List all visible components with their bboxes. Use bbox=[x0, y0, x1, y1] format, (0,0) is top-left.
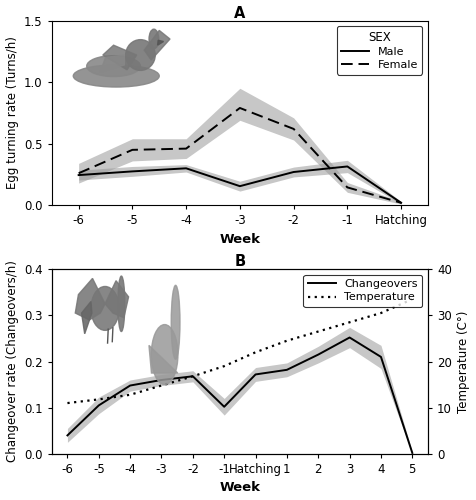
Male bbox=[398, 200, 404, 206]
Ellipse shape bbox=[151, 324, 178, 384]
Changeovers bbox=[316, 352, 321, 358]
Line: Temperature: Temperature bbox=[68, 299, 412, 403]
Temperature bbox=[127, 392, 133, 398]
Polygon shape bbox=[149, 346, 178, 373]
Temperature bbox=[316, 328, 321, 334]
Female bbox=[345, 184, 350, 190]
Legend: Male, Female: Male, Female bbox=[337, 26, 422, 74]
Ellipse shape bbox=[91, 286, 119, 331]
Ellipse shape bbox=[118, 276, 125, 332]
Changeovers bbox=[284, 367, 290, 373]
X-axis label: Week: Week bbox=[219, 482, 260, 494]
Temperature bbox=[96, 396, 102, 402]
Changeovers bbox=[378, 354, 384, 360]
Male bbox=[183, 166, 189, 172]
Polygon shape bbox=[103, 45, 137, 70]
Female bbox=[237, 105, 243, 111]
Female bbox=[129, 147, 135, 153]
Y-axis label: Egg turning rate (Turns/h): Egg turning rate (Turns/h) bbox=[6, 36, 19, 190]
Changeovers bbox=[65, 432, 70, 438]
X-axis label: Week: Week bbox=[219, 233, 260, 246]
Male bbox=[345, 164, 350, 170]
Ellipse shape bbox=[171, 286, 180, 359]
Temperature bbox=[378, 310, 384, 316]
Temperature bbox=[409, 296, 415, 302]
Male bbox=[76, 172, 81, 178]
Legend: Changeovers, Temperature: Changeovers, Temperature bbox=[303, 274, 422, 307]
Y-axis label: Temperature (C°): Temperature (C°) bbox=[457, 310, 470, 412]
Ellipse shape bbox=[126, 40, 155, 70]
Female bbox=[76, 170, 81, 176]
Female bbox=[183, 146, 189, 152]
Ellipse shape bbox=[73, 65, 159, 87]
Line: Changeovers: Changeovers bbox=[68, 338, 412, 453]
Changeovers bbox=[409, 450, 415, 456]
Temperature bbox=[253, 350, 258, 356]
Ellipse shape bbox=[149, 29, 159, 49]
Polygon shape bbox=[105, 280, 129, 318]
Temperature bbox=[190, 374, 196, 380]
Ellipse shape bbox=[87, 56, 140, 76]
Female bbox=[398, 200, 404, 206]
Polygon shape bbox=[75, 278, 105, 320]
Changeovers bbox=[221, 404, 227, 410]
Changeovers bbox=[96, 402, 102, 408]
Changeovers bbox=[347, 334, 352, 340]
Female bbox=[291, 126, 297, 132]
Temperature bbox=[221, 363, 227, 369]
Title: A: A bbox=[234, 6, 246, 20]
Temperature bbox=[347, 320, 352, 326]
Line: Male: Male bbox=[79, 166, 401, 203]
Changeovers bbox=[253, 372, 258, 378]
Temperature bbox=[65, 400, 70, 406]
Y-axis label: Changeover rate (Changeovers/h): Changeover rate (Changeovers/h) bbox=[6, 260, 19, 462]
Title: B: B bbox=[234, 254, 246, 269]
Male bbox=[237, 183, 243, 189]
Changeovers bbox=[159, 377, 164, 383]
Polygon shape bbox=[158, 40, 164, 45]
Temperature bbox=[159, 382, 164, 388]
Changeovers bbox=[127, 382, 133, 388]
Polygon shape bbox=[100, 55, 124, 72]
Line: Female: Female bbox=[79, 108, 401, 203]
Polygon shape bbox=[81, 302, 92, 334]
Changeovers bbox=[190, 374, 196, 380]
Male bbox=[291, 169, 297, 175]
Polygon shape bbox=[144, 30, 170, 60]
Male bbox=[129, 168, 135, 174]
Temperature bbox=[284, 338, 290, 344]
